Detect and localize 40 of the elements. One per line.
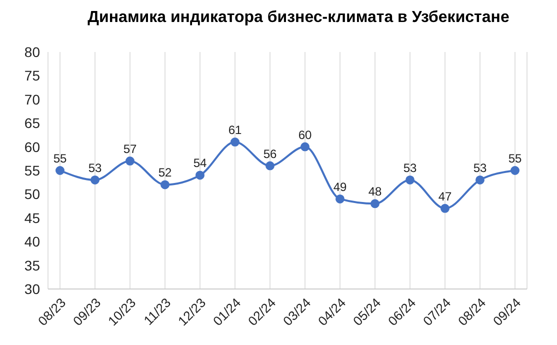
data-label: 61	[228, 123, 242, 138]
point	[336, 194, 344, 204]
data-label: 47	[438, 189, 452, 204]
data-label: 55	[508, 152, 522, 166]
point	[56, 166, 64, 175]
point	[266, 161, 274, 170]
chart-title: Динамика индикатора бизнес-климата в Узбекистане	[86, 8, 510, 28]
y-tick-label: 70	[24, 91, 40, 108]
y-tick-label: 40	[24, 234, 40, 250]
data-label: 52	[158, 166, 172, 180]
data-label: 56	[263, 146, 277, 161]
data-label: 57	[123, 142, 137, 156]
y-tick-label: 50	[24, 186, 40, 202]
point	[126, 156, 134, 166]
y-tick-label: 75	[24, 68, 40, 84]
data-label: 53	[88, 160, 102, 175]
point	[90, 175, 100, 184]
data-label: 53	[473, 160, 487, 175]
data-label: 48	[368, 184, 382, 199]
data-label: 49	[333, 180, 347, 194]
point	[476, 175, 484, 184]
point	[196, 170, 204, 180]
y-tick-label: 60	[24, 138, 40, 155]
data-label: 54	[193, 156, 207, 170]
point	[230, 138, 240, 147]
point	[510, 166, 520, 175]
y-tick-label: 65	[24, 115, 40, 132]
data-label: 55	[53, 152, 67, 166]
y-tick-label: 45	[24, 210, 40, 226]
point	[370, 199, 380, 208]
point	[406, 175, 414, 184]
data-label: 53	[403, 160, 417, 175]
data-label: 60	[298, 128, 312, 142]
y-tick-label: 30	[24, 280, 40, 297]
y-tick-label: 35	[24, 257, 40, 274]
point	[300, 142, 310, 152]
y-tick-label: 55	[24, 162, 40, 178]
point	[440, 204, 450, 213]
y-tick-label: 80	[24, 44, 40, 60]
point	[160, 180, 170, 190]
